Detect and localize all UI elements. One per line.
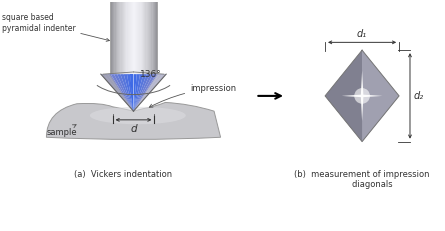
- Bar: [137, 0, 139, 74]
- Polygon shape: [134, 74, 156, 111]
- Bar: [134, 0, 135, 74]
- Text: sample: sample: [46, 125, 77, 137]
- Polygon shape: [101, 74, 134, 111]
- Text: (b)  measurement of impression
        diagonals: (b) measurement of impression diagonals: [294, 170, 430, 189]
- Bar: [147, 0, 148, 74]
- Bar: [109, 0, 111, 74]
- Bar: [153, 0, 154, 74]
- Polygon shape: [114, 74, 134, 111]
- Polygon shape: [134, 74, 160, 111]
- Bar: [155, 0, 157, 74]
- Bar: [139, 0, 141, 74]
- Polygon shape: [134, 74, 146, 111]
- Bar: [128, 0, 129, 74]
- Polygon shape: [124, 74, 134, 111]
- Text: d: d: [130, 124, 137, 134]
- Bar: [125, 0, 127, 74]
- Bar: [112, 0, 113, 74]
- Bar: [150, 0, 152, 74]
- Polygon shape: [107, 74, 134, 111]
- Bar: [148, 0, 150, 74]
- Polygon shape: [111, 74, 134, 111]
- Circle shape: [354, 88, 370, 104]
- Polygon shape: [325, 50, 399, 96]
- Polygon shape: [134, 74, 143, 111]
- Bar: [121, 0, 123, 74]
- Polygon shape: [362, 50, 399, 142]
- Bar: [124, 0, 125, 74]
- Bar: [120, 0, 122, 74]
- Bar: [116, 0, 117, 74]
- Text: square based
pyramidal indenter: square based pyramidal indenter: [2, 13, 109, 41]
- Polygon shape: [117, 74, 134, 111]
- Bar: [138, 0, 140, 74]
- Text: 136°: 136°: [140, 70, 162, 79]
- Bar: [130, 0, 132, 74]
- Polygon shape: [325, 50, 362, 142]
- Polygon shape: [134, 74, 153, 111]
- Text: impression: impression: [150, 84, 236, 107]
- Text: d₁: d₁: [357, 29, 367, 39]
- Ellipse shape: [90, 107, 186, 124]
- Bar: [136, 0, 138, 74]
- Polygon shape: [134, 74, 150, 111]
- Polygon shape: [104, 74, 134, 111]
- Bar: [113, 0, 115, 74]
- Polygon shape: [127, 74, 134, 111]
- Polygon shape: [134, 74, 166, 111]
- Bar: [123, 0, 124, 74]
- Polygon shape: [134, 74, 166, 111]
- Bar: [146, 0, 147, 74]
- Polygon shape: [134, 74, 137, 111]
- Bar: [154, 0, 155, 74]
- Polygon shape: [134, 74, 163, 111]
- Polygon shape: [101, 74, 134, 111]
- Bar: [118, 0, 120, 74]
- PathPatch shape: [46, 102, 221, 140]
- Bar: [141, 0, 142, 74]
- Bar: [142, 0, 143, 74]
- Bar: [126, 0, 128, 74]
- Polygon shape: [134, 74, 140, 111]
- Bar: [144, 0, 146, 74]
- Bar: [132, 0, 134, 74]
- Bar: [114, 0, 116, 74]
- Bar: [143, 0, 145, 74]
- Bar: [129, 0, 130, 74]
- Polygon shape: [130, 74, 134, 111]
- Bar: [156, 0, 158, 74]
- Polygon shape: [325, 96, 399, 142]
- Bar: [135, 0, 136, 74]
- Bar: [111, 0, 113, 74]
- Bar: [117, 0, 118, 74]
- Bar: [119, 0, 121, 74]
- Bar: [131, 0, 133, 74]
- Polygon shape: [342, 71, 382, 121]
- Bar: [151, 0, 153, 74]
- Bar: [149, 0, 151, 74]
- Polygon shape: [121, 74, 134, 111]
- Text: (a)  Vickers indentation: (a) Vickers indentation: [73, 170, 172, 179]
- Text: d₂: d₂: [413, 91, 424, 101]
